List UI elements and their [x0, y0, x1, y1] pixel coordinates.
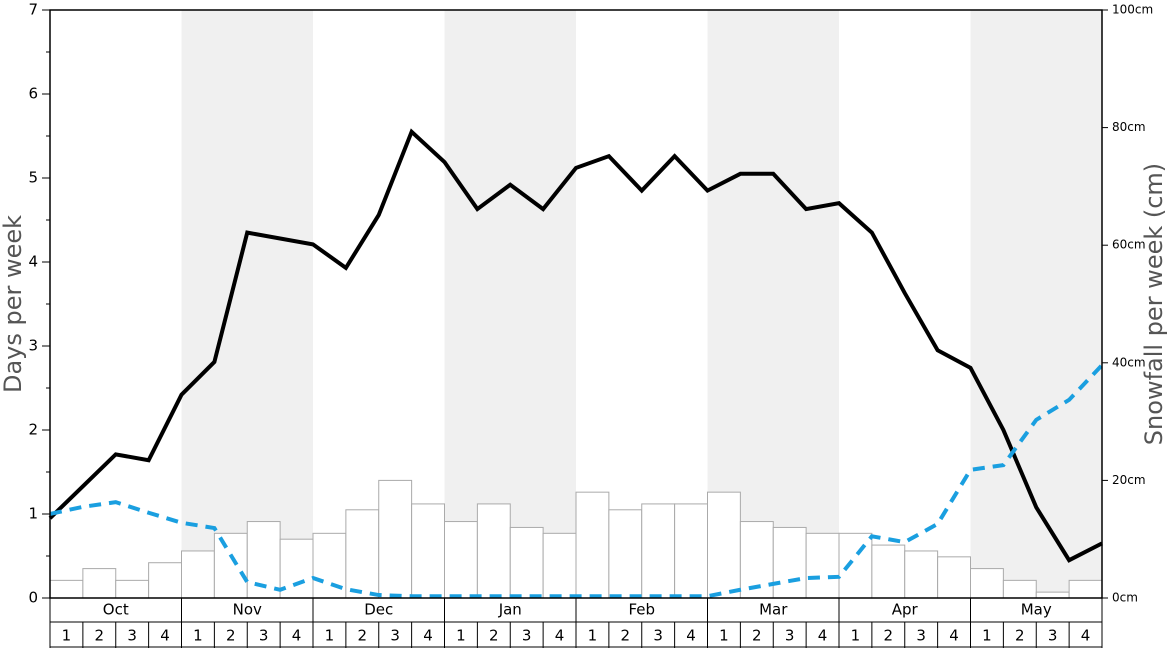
x-tick-label: 2: [95, 627, 105, 645]
bar: [772, 526, 807, 599]
month-label: Feb: [628, 601, 655, 619]
x-tick-label: 1: [719, 627, 729, 645]
month-label: May: [1021, 601, 1052, 619]
x-tick-label: 2: [621, 627, 631, 645]
x-tick-label: 4: [686, 627, 696, 645]
x-tick-label: 1: [456, 627, 466, 645]
y-tick-label: 3: [28, 337, 38, 355]
bar: [641, 503, 676, 599]
bar: [444, 521, 478, 599]
month-label: Jan: [498, 601, 522, 619]
bar: [411, 503, 445, 599]
x-tick-label: 3: [1048, 627, 1058, 645]
bar: [345, 509, 380, 599]
bar: [148, 562, 182, 599]
x-tick-label: 1: [982, 627, 992, 645]
x-tick-label: 2: [489, 627, 499, 645]
x-tick-label: 3: [785, 627, 795, 645]
x-tick-label: 1: [325, 627, 335, 645]
month-label: Mar: [759, 601, 788, 619]
bar: [937, 556, 971, 599]
bar: [115, 579, 150, 599]
x-tick-label: 3: [916, 627, 926, 645]
bar: [509, 526, 544, 599]
x-tick-label: 4: [160, 627, 170, 645]
bar: [575, 491, 610, 599]
bar: [476, 503, 511, 599]
month-shade: [970, 10, 1102, 598]
x-tick-label: 3: [127, 627, 137, 645]
month-label: Apr: [892, 601, 919, 619]
y-tick-label: 6: [28, 85, 38, 103]
y-tick-label: 1: [28, 505, 38, 523]
bar: [82, 568, 117, 599]
bar: [213, 532, 248, 599]
y-tick-label: 2: [28, 421, 38, 439]
bar: [871, 544, 906, 599]
line: [49, 363, 1104, 599]
bar: [904, 550, 939, 599]
x-tick-label: 2: [884, 627, 894, 645]
y2-tick-label: 60cm: [1112, 238, 1146, 252]
x-tick-label: 2: [1015, 627, 1025, 645]
bar: [805, 532, 840, 599]
bar: [542, 532, 577, 599]
y2-tick-label: 80cm: [1112, 120, 1146, 134]
x-tick-label: 4: [292, 627, 302, 645]
x-tick-label: 3: [653, 627, 663, 645]
bar: [378, 479, 413, 599]
month-label: Dec: [364, 601, 393, 619]
bar: [707, 491, 741, 599]
bar: [674, 503, 708, 599]
y-tick-label: 0: [28, 589, 38, 607]
x-tick-label: 2: [752, 627, 762, 645]
month-shade: [444, 10, 576, 598]
y-tick-label: 5: [28, 169, 38, 187]
y2-axis-title: Snowfall per week (cm): [1140, 163, 1168, 445]
x-tick-label: 3: [390, 627, 400, 645]
bar: [608, 509, 643, 599]
x-tick-label: 3: [259, 627, 269, 645]
line: [48, 128, 1103, 563]
x-tick-label: 4: [949, 627, 959, 645]
y2-tick-label: 40cm: [1112, 355, 1146, 369]
y2-tick-label: 20cm: [1112, 473, 1146, 487]
y-tick-label: 4: [28, 253, 38, 271]
x-tick-label: 2: [358, 627, 368, 645]
bar: [970, 568, 1004, 599]
x-tick-label: 1: [851, 627, 861, 645]
y2-tick-label: 100cm: [1112, 3, 1153, 17]
bar: [1068, 579, 1103, 599]
month-label: Oct: [103, 601, 129, 619]
x-tick-label: 4: [1081, 627, 1091, 645]
x-tick-label: 1: [588, 627, 598, 645]
month-label: Nov: [233, 601, 262, 619]
bar: [181, 550, 215, 599]
bar: [1002, 579, 1037, 599]
x-tick-label: 1: [62, 627, 72, 645]
bar: [838, 532, 873, 599]
y-axis-title: Days per week: [0, 215, 27, 393]
x-tick-label: 3: [522, 627, 532, 645]
x-tick-label: 2: [226, 627, 236, 645]
x-tick-label: 4: [423, 627, 433, 645]
y2-tick-label: 0cm: [1112, 591, 1138, 605]
x-tick-label: 4: [818, 627, 828, 645]
x-tick-label: 4: [555, 627, 565, 645]
month-shade: [181, 10, 313, 598]
bar: [1035, 591, 1070, 599]
y-tick-label: 7: [28, 1, 38, 19]
bar: [49, 579, 84, 599]
x-tick-label: 1: [193, 627, 203, 645]
